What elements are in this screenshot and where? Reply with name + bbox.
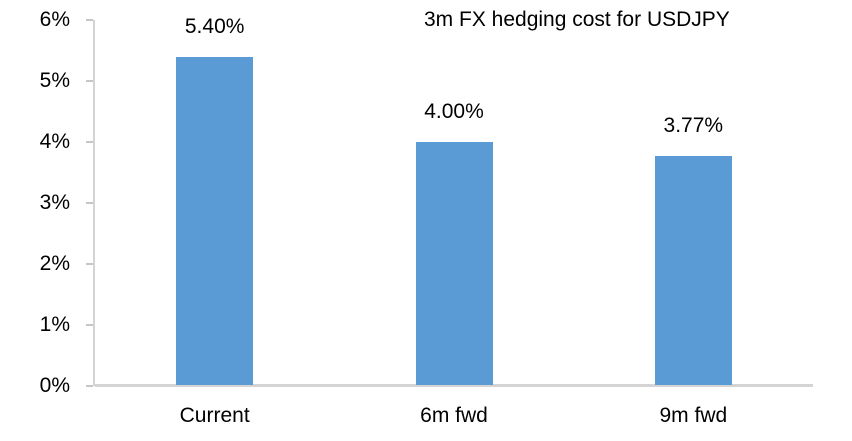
y-axis-tick (86, 140, 93, 143)
y-axis-tick (86, 19, 93, 21)
y-axis-tick-label: 3% (39, 190, 70, 214)
x-category-label: 6m fwd (420, 404, 488, 427)
y-axis-tick-label: 5% (39, 68, 70, 92)
y-axis-tick (86, 79, 93, 82)
y-axis-tick-label: 1% (39, 312, 70, 336)
bar-value-label: 3.77% (663, 113, 724, 137)
x-category-label: Current (179, 404, 250, 427)
y-axis-tick (86, 201, 93, 204)
y-axis-tick-label: 6% (39, 8, 70, 31)
y-axis-tick-label: 2% (39, 251, 70, 275)
x-category-label: 9m fwd (659, 404, 728, 427)
chart-title: 3m FX hedging cost for USDJPY (424, 8, 730, 31)
y-axis-line (93, 20, 95, 386)
y-axis-tick-label: 0% (39, 373, 70, 397)
y-axis-tick-label: 4% (39, 129, 70, 153)
bar (654, 155, 732, 386)
bar (176, 56, 254, 386)
x-axis-line (95, 384, 813, 387)
bar-value-label: 5.40% (184, 14, 245, 38)
bar-value-label: 4.00% (424, 99, 484, 123)
bar (415, 141, 493, 386)
y-axis-tick (86, 323, 93, 326)
y-axis-tick (86, 262, 93, 265)
y-axis-tick (86, 384, 93, 387)
